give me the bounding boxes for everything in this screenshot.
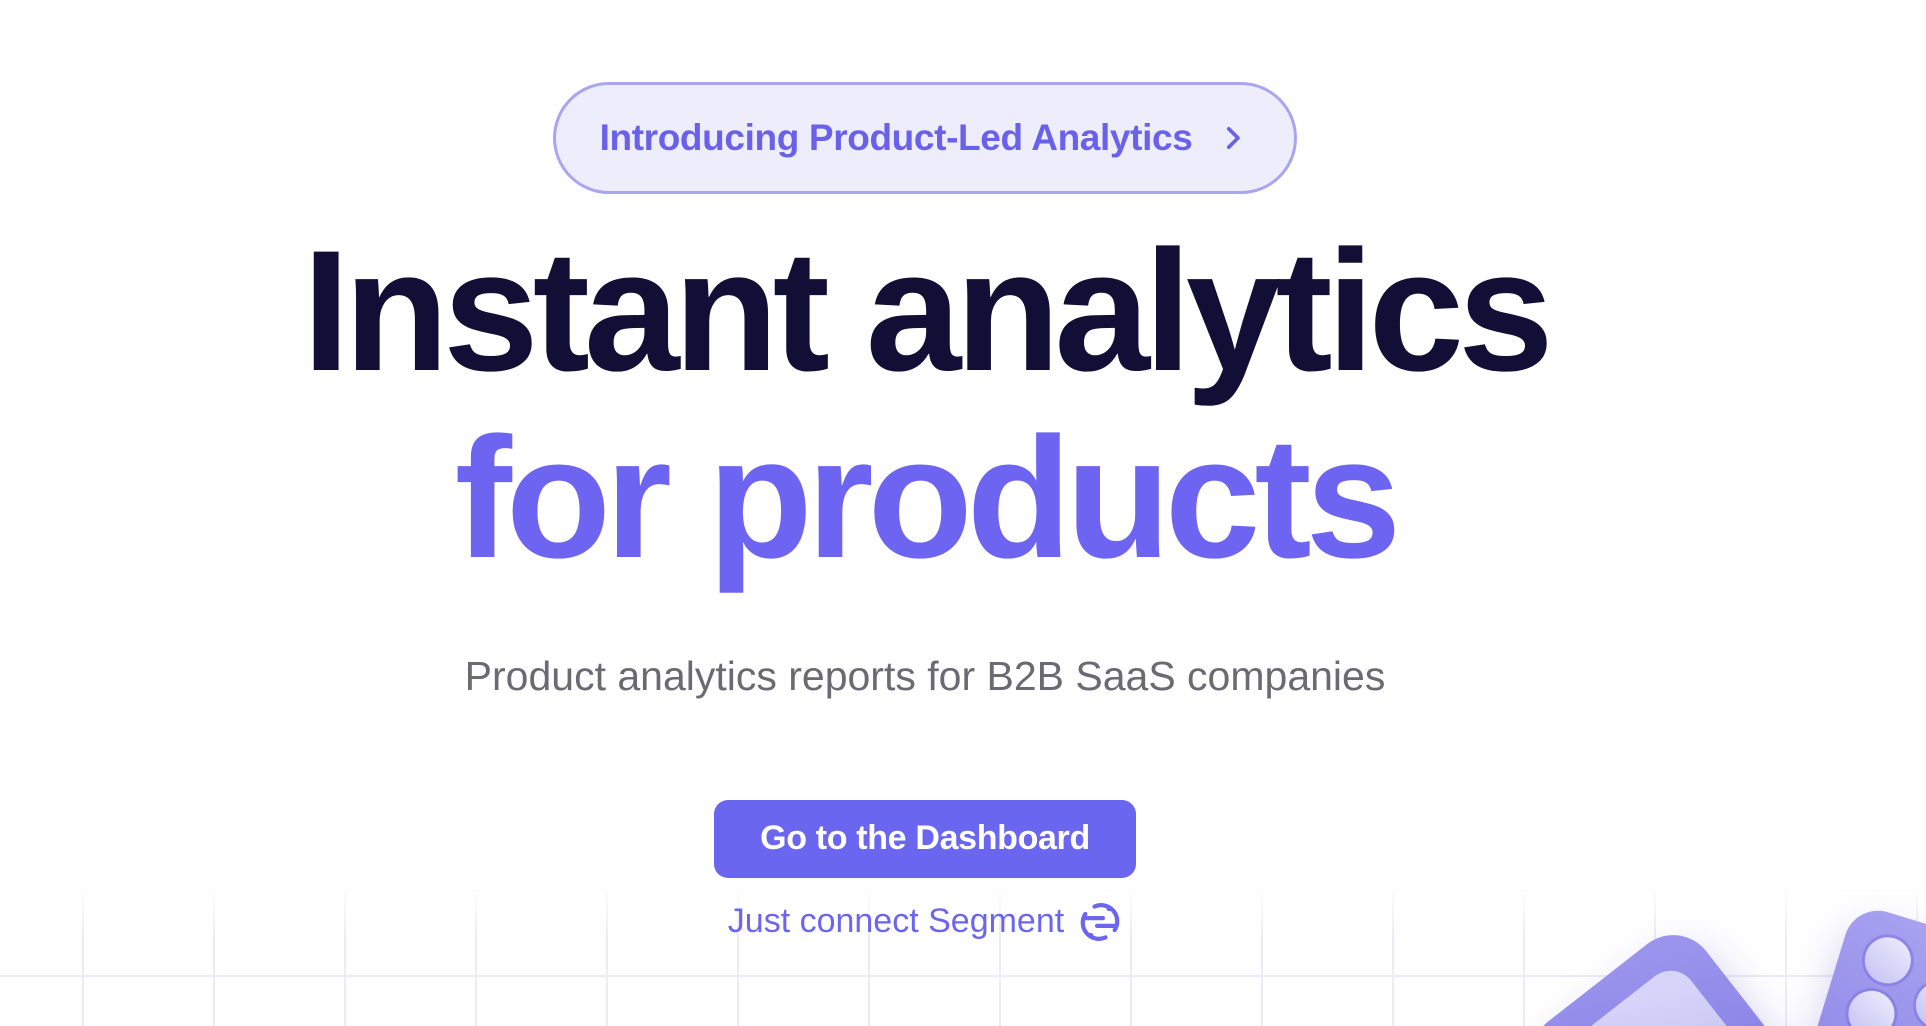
announcement-badge-label: Introducing Product-Led Analytics [599,117,1193,158]
go-to-dashboard-button[interactable]: Go to the Dashboard [714,799,1136,878]
background-grid [0,886,1926,1026]
connect-segment-link[interactable]: Just connect Segment [0,900,1850,944]
decor-panel-circle [1859,931,1917,990]
subtitle: Product analytics reports for B2B SaaS c… [464,652,1386,699]
title-line-1: Instant analytics [302,215,1553,407]
segment-logo-icon [1078,900,1122,944]
title-line-2: for products [454,402,1402,595]
decor-panel-circle [1910,976,1926,1026]
connect-segment-link-label: Just connect Segment [727,902,1065,941]
decor-panel-circle [1842,985,1901,1026]
chevron-right-icon [1216,121,1250,155]
page-title: Instant analytics for products [0,215,1850,595]
announcement-badge[interactable]: Introducing Product-Led Analytics [552,82,1298,194]
